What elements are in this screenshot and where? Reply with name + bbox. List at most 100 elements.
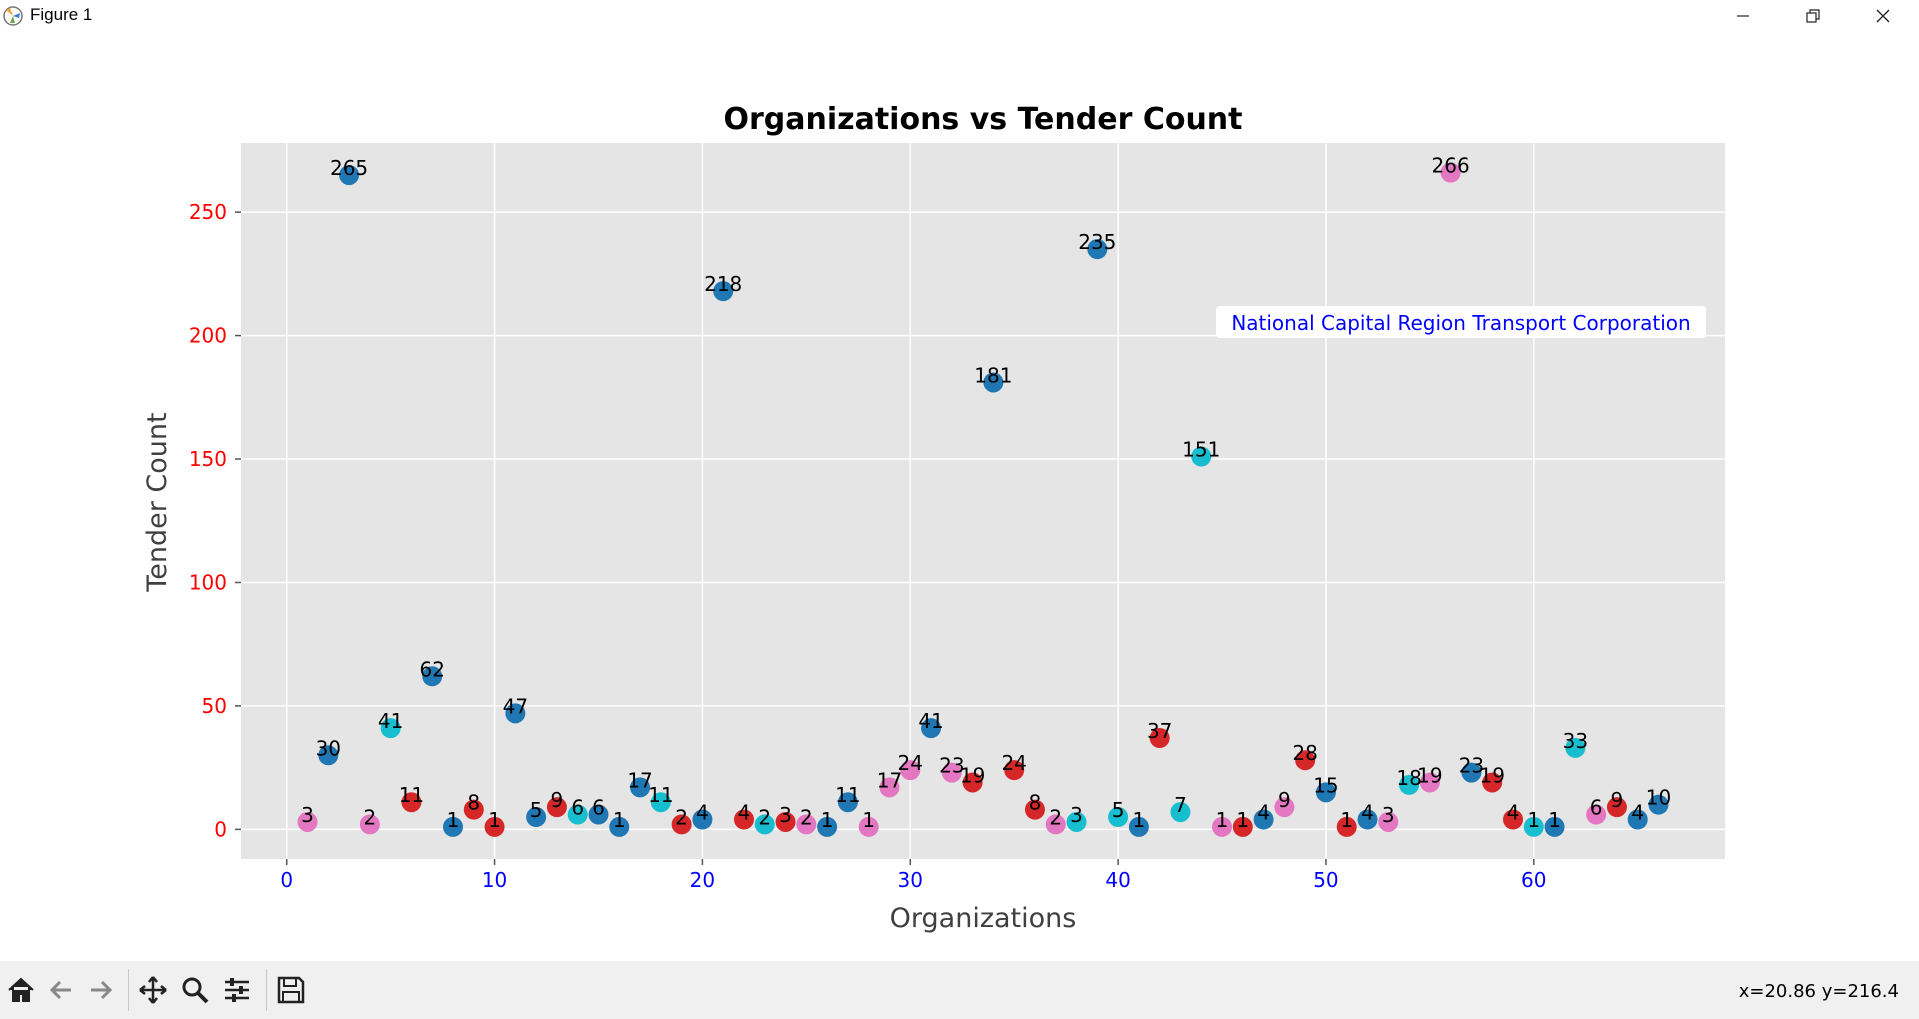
- data-label: 47: [503, 694, 528, 718]
- data-label: 11: [399, 783, 424, 807]
- data-point: [1399, 774, 1420, 795]
- minimize-icon: [1737, 14, 1749, 17]
- data-label: 1: [1548, 808, 1561, 832]
- data-label: 3: [1070, 803, 1083, 827]
- close-button[interactable]: [1848, 0, 1918, 31]
- data-label: 151: [1182, 438, 1220, 462]
- data-label: 9: [1278, 788, 1291, 812]
- data-label: 24: [1001, 751, 1026, 775]
- forward-button[interactable]: [82, 971, 120, 1009]
- data-label: 8: [467, 791, 480, 815]
- data-point: [422, 666, 443, 687]
- data-label: 9: [1611, 788, 1624, 812]
- y-tick-label: 50: [202, 694, 227, 718]
- move-icon: [139, 976, 167, 1004]
- data-label: 41: [918, 709, 943, 733]
- data-point: [921, 718, 942, 739]
- data-label: 5: [530, 798, 543, 822]
- data-label: 2: [675, 805, 688, 829]
- data-label: 4: [1361, 800, 1374, 824]
- minimize-button[interactable]: [1708, 0, 1778, 31]
- data-point: [941, 762, 962, 783]
- x-tick-label: 30: [898, 868, 923, 892]
- data-label: 1: [862, 808, 875, 832]
- data-label: 181: [974, 363, 1012, 387]
- data-point: [546, 797, 567, 818]
- data-point: [567, 804, 588, 825]
- data-label: 30: [316, 736, 341, 760]
- data-label: 33: [1563, 729, 1588, 753]
- data-label: 62: [419, 657, 444, 681]
- save-figure-button[interactable]: [272, 971, 310, 1009]
- data-label: 1: [447, 808, 460, 832]
- data-label: 9: [551, 788, 564, 812]
- data-label: 1: [1340, 808, 1353, 832]
- navigation-toolbar: x=20.86 y=216.4: [0, 961, 1919, 1019]
- data-label: 15: [1313, 773, 1338, 797]
- data-label: 1: [488, 808, 501, 832]
- data-point: [671, 814, 692, 835]
- data-point: [1440, 162, 1461, 183]
- arrow-left-icon: [49, 980, 71, 1000]
- data-label: 6: [592, 796, 605, 820]
- x-tick-label: 40: [1105, 868, 1130, 892]
- data-label: 19: [960, 763, 985, 787]
- data-point: [1004, 760, 1025, 781]
- data-label: 17: [877, 768, 902, 792]
- annotation-text: National Capital Region Transport Corpor…: [1231, 311, 1690, 335]
- data-label: 19: [1417, 763, 1442, 787]
- home-button[interactable]: [2, 971, 40, 1009]
- arrow-right-icon: [91, 980, 113, 1000]
- data-point: [1586, 804, 1607, 825]
- data-label: 1: [1216, 808, 1229, 832]
- data-point: [962, 772, 983, 793]
- data-label: 2: [1049, 805, 1062, 829]
- data-label: 11: [835, 783, 860, 807]
- data-point: [1066, 811, 1087, 832]
- x-tick-label: 60: [1521, 868, 1546, 892]
- data-point: [1482, 772, 1503, 793]
- pan-button[interactable]: [134, 971, 172, 1009]
- zoom-button[interactable]: [176, 971, 214, 1009]
- data-label: 6: [571, 796, 584, 820]
- y-tick-label: 200: [189, 324, 227, 348]
- y-tick-label: 100: [189, 570, 227, 594]
- floppy-disk-icon: [277, 976, 305, 1004]
- y-axis-label: Tender Count: [142, 412, 173, 592]
- data-point: [1274, 797, 1295, 818]
- data-label: 4: [696, 800, 709, 824]
- data-label: 10: [1646, 786, 1671, 810]
- data-point: [1149, 728, 1170, 749]
- x-tick-label: 0: [280, 868, 293, 892]
- data-point: [1606, 797, 1627, 818]
- close-icon: [1876, 9, 1890, 22]
- data-point: [837, 792, 858, 813]
- data-point: [713, 281, 734, 302]
- window-titlebar: Figure 1: [0, 0, 1919, 31]
- data-label: 218: [704, 272, 742, 296]
- data-label: 7: [1174, 793, 1187, 817]
- data-label: 28: [1292, 741, 1317, 765]
- data-point: [1357, 809, 1378, 830]
- data-point: [692, 809, 713, 830]
- data-point: [588, 804, 609, 825]
- data-point: [1295, 750, 1316, 771]
- data-point: [1128, 816, 1149, 837]
- data-label: 37: [1147, 719, 1172, 743]
- data-point: [1648, 794, 1669, 815]
- data-label: 1: [1527, 808, 1540, 832]
- data-label: 3: [301, 803, 314, 827]
- sliders-icon: [225, 978, 249, 1002]
- y-tick-label: 0: [214, 817, 227, 841]
- back-button[interactable]: [42, 971, 80, 1009]
- data-label: 4: [1257, 800, 1270, 824]
- data-label: 18: [1396, 766, 1421, 790]
- data-point: [1191, 446, 1212, 467]
- configure-subplots-button[interactable]: [218, 971, 256, 1009]
- restore-button[interactable]: [1778, 0, 1848, 31]
- data-point: [1503, 809, 1523, 830]
- data-label: 5: [1112, 798, 1125, 822]
- data-label: 266: [1432, 154, 1470, 178]
- data-point: [1565, 737, 1586, 758]
- data-point: [318, 745, 339, 766]
